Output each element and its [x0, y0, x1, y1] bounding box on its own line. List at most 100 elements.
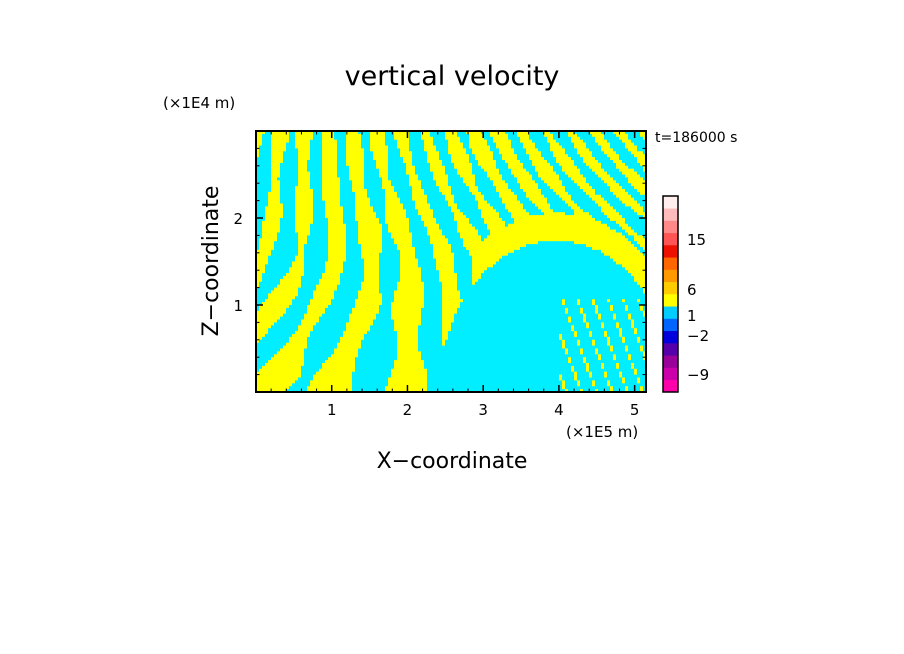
field-cell — [541, 160, 545, 164]
field-cell — [382, 189, 386, 193]
field-cell — [418, 220, 422, 225]
field-cell — [562, 168, 566, 172]
field-cell — [565, 197, 569, 201]
field-cell — [301, 232, 305, 236]
field-cell — [475, 136, 479, 141]
field-cell — [457, 215, 461, 219]
field-cell — [580, 133, 584, 138]
field-cell — [325, 162, 329, 167]
field-cell — [496, 203, 500, 207]
field-cell — [274, 183, 278, 187]
field-cell — [622, 157, 626, 161]
field-cell — [397, 157, 401, 161]
field-cell — [478, 165, 482, 170]
field-cell — [355, 232, 359, 236]
field-cell — [637, 191, 641, 196]
field-cell — [307, 186, 311, 190]
field-cell — [601, 136, 605, 141]
field-cell — [436, 133, 440, 138]
field-cell — [421, 223, 425, 228]
field-cell — [265, 136, 269, 141]
field-cell — [346, 200, 350, 204]
field-cell — [469, 206, 473, 210]
field-cell — [517, 154, 521, 158]
field-cell — [547, 177, 551, 181]
field-cell — [583, 148, 587, 152]
field-cell — [382, 241, 386, 245]
field-cell — [331, 131, 335, 135]
field-cell — [274, 186, 278, 190]
field-cell — [460, 171, 464, 175]
field-cell — [415, 168, 419, 172]
field-cell — [586, 131, 590, 135]
field-cell — [439, 148, 443, 152]
field-cell — [505, 235, 509, 239]
field-cell — [640, 194, 644, 199]
chart-title: vertical velocity — [345, 61, 560, 92]
field-cell — [325, 232, 329, 236]
field-cell — [382, 226, 386, 230]
field-cell — [604, 235, 608, 239]
field-cell — [550, 160, 554, 164]
field-cell — [547, 203, 551, 207]
field-cell — [532, 168, 536, 172]
field-cell — [553, 215, 557, 219]
field-cell — [475, 139, 479, 143]
field-cell — [601, 142, 605, 146]
field-cell — [577, 223, 581, 228]
field-cell — [607, 157, 611, 161]
field-cell — [565, 168, 569, 172]
field-cell — [448, 136, 452, 141]
field-cell — [559, 157, 563, 161]
field-cell — [538, 229, 542, 233]
field-cell — [364, 189, 368, 193]
field-cell — [553, 154, 557, 158]
field-cell — [268, 171, 272, 175]
field-cell — [289, 194, 293, 199]
field-cell — [511, 151, 515, 155]
field-cell — [265, 131, 269, 135]
field-cell — [499, 223, 503, 228]
field-cell — [463, 157, 467, 161]
field-cell — [352, 131, 356, 135]
field-cell — [409, 186, 413, 190]
field-cell — [532, 194, 536, 199]
field-cell — [277, 206, 281, 210]
field-cell — [391, 209, 395, 213]
field-cell — [430, 200, 434, 204]
field-cell — [418, 148, 422, 152]
field-cell — [577, 145, 581, 149]
x-axis-label: X−coordinate — [377, 449, 528, 474]
field-cell — [625, 186, 629, 190]
field-cell — [601, 165, 605, 170]
field-cell — [598, 171, 602, 175]
field-cell — [487, 165, 491, 170]
field-cell — [355, 218, 359, 222]
field-cell — [550, 191, 554, 196]
field-cell — [316, 177, 320, 181]
field-cell — [592, 209, 596, 213]
field-cell — [424, 229, 428, 233]
field-cell — [352, 183, 356, 187]
field-cell — [325, 226, 329, 230]
field-cell — [478, 157, 482, 161]
field-cell — [295, 200, 299, 204]
field-cell — [628, 191, 632, 196]
field-cell — [523, 142, 527, 146]
field-cell — [436, 151, 440, 155]
field-cell — [271, 131, 275, 135]
field-cell — [322, 154, 326, 158]
field-cell — [382, 218, 386, 222]
field-cell — [433, 145, 437, 149]
field-cell — [487, 139, 491, 143]
field-cell — [388, 139, 392, 143]
field-cell — [541, 177, 545, 181]
field-cell — [463, 162, 467, 167]
field-cell — [637, 148, 641, 152]
field-cell — [460, 209, 464, 213]
field-cell — [439, 206, 443, 210]
field-cell — [586, 232, 590, 236]
field-cell — [562, 197, 566, 201]
field-cell — [478, 206, 482, 210]
field-cell — [358, 142, 362, 146]
